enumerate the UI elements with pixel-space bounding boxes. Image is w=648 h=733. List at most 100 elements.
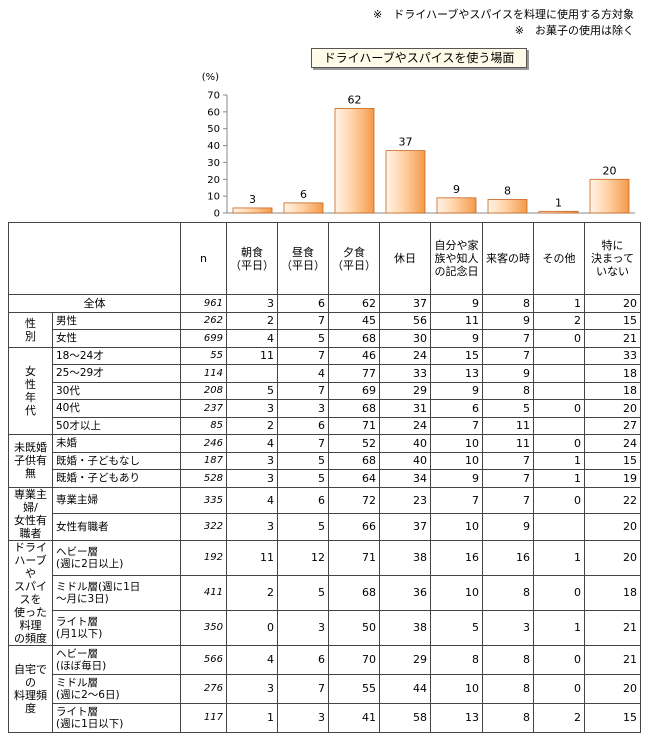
value-cell: 3 <box>226 673 278 704</box>
value-cell: 20 <box>584 513 641 541</box>
value-cell: 5 <box>430 609 483 646</box>
value-cell: 36 <box>379 574 431 611</box>
table-row: 性別男性 262 2 7 45 56 11 9 2 15 <box>8 311 641 348</box>
value-cell: 71 <box>328 416 380 435</box>
value-cell: 5 <box>226 381 278 400</box>
value-cell: 6 <box>277 416 329 435</box>
value-cell: 41 <box>328 702 380 733</box>
value-cell: 3 <box>277 609 329 646</box>
value-cell: 37 <box>379 513 431 541</box>
value-cell: 52 <box>328 434 380 453</box>
n-cell: 335 <box>180 486 227 514</box>
y-tick-label: 10 <box>207 192 220 203</box>
value-cell: 8 <box>482 574 534 611</box>
bar <box>538 210 579 214</box>
value-cell: 69 <box>328 381 380 400</box>
value-cell: 9 <box>430 294 483 313</box>
bar-value-label: 6 <box>300 188 307 201</box>
value-cell: 11 <box>482 434 534 453</box>
value-cell: 45 <box>328 311 380 330</box>
value-cell: 9 <box>430 469 483 488</box>
n-cell: 699 <box>180 329 227 348</box>
value-cell: 9 <box>482 513 534 541</box>
n-cell: 322 <box>180 513 227 541</box>
value-cell: 20 <box>584 399 641 418</box>
y-tick-label: 30 <box>207 158 220 169</box>
row-label: ライト層 (月1以下) <box>52 609 181 646</box>
value-cell: 10 <box>430 673 483 704</box>
y-unit-label: (%) <box>202 72 219 83</box>
value-cell: 29 <box>379 381 431 400</box>
value-cell: 58 <box>379 702 431 733</box>
table-row: 自宅での 料理頻度 ヘビー層 (ほぼ毎日) 566 4 6 70 29 8 8 0 21 <box>8 644 641 733</box>
header-cell: 休日 <box>379 222 431 295</box>
value-cell: 0 <box>226 609 278 646</box>
value-cell: 8 <box>482 673 534 704</box>
row-label: ヘビー層 (ほぼ毎日) <box>52 644 181 675</box>
value-cell: 22 <box>584 486 641 514</box>
table-row: ライト層 (週に1日以下) 117 1 3 41 58 13 8 2 15 <box>9 702 641 733</box>
value-cell: 0 <box>533 644 585 675</box>
value-cell: 16 <box>430 539 483 576</box>
value-cell: 72 <box>328 486 380 514</box>
table-row: 40代 237 3 3 68 31 6 5 0 20 <box>9 399 641 418</box>
value-cell: 66 <box>328 513 380 541</box>
value-cell: 9 <box>430 329 483 348</box>
n-cell: 237 <box>180 399 227 418</box>
value-cell: 46 <box>328 346 380 365</box>
value-cell: 1 <box>533 451 585 470</box>
row-label: 18～24才 <box>52 346 181 365</box>
value-cell <box>533 416 585 435</box>
value-cell: 13 <box>430 364 483 383</box>
value-cell: 0 <box>533 434 585 453</box>
value-cell: 20 <box>584 673 641 704</box>
value-cell: 33 <box>584 346 641 365</box>
value-cell: 33 <box>379 364 431 383</box>
value-cell: 2 <box>226 574 278 611</box>
value-cell: 3 <box>226 469 278 488</box>
value-cell: 7 <box>277 434 329 453</box>
value-cell: 11 <box>226 539 278 576</box>
value-cell: 21 <box>584 644 641 675</box>
group-label: 自宅での 料理頻度 <box>8 644 53 733</box>
group-label: 女性年代 <box>8 346 53 435</box>
n-cell: 528 <box>180 469 227 488</box>
value-cell: 44 <box>379 673 431 704</box>
y-tick-label: 50 <box>207 124 220 135</box>
value-cell: 8 <box>482 294 534 313</box>
y-tick-label: 40 <box>207 141 220 152</box>
value-cell: 20 <box>584 539 641 576</box>
value-cell <box>226 364 278 383</box>
value-cell: 3 <box>226 294 278 313</box>
table-header-row: n 朝食 （平日） 昼食 （平日） 夕食 （平日） 休日 自分や家 族や知人 の記念日 来客の時 その他… <box>8 222 641 295</box>
value-cell: 24 <box>379 416 431 435</box>
value-cell: 5 <box>482 399 534 418</box>
table-row: 未既婚 子供有無 未婚 246 4 7 52 40 10 11 0 24 <box>8 434 641 488</box>
y-tick-label: 0 <box>214 209 220 220</box>
table-row: 50才以上 85 2 6 71 24 7 11 27 <box>9 416 641 435</box>
bar-value-label: 9 <box>453 183 460 196</box>
value-cell: 9 <box>482 311 534 330</box>
value-cell: 1 <box>226 702 278 733</box>
bar <box>436 197 477 214</box>
value-cell: 3 <box>226 513 278 541</box>
value-cell: 8 <box>430 644 483 675</box>
value-cell: 15 <box>584 702 641 733</box>
header-cell: 昼食 （平日） <box>277 222 329 295</box>
value-cell: 5 <box>277 513 329 541</box>
value-cell: 6 <box>430 399 483 418</box>
value-cell: 10 <box>430 574 483 611</box>
table-row: ドライ ハーブや スパイスを 使った料理 の頻度 ヘビー層 (週に2日以上) 192 11 12 7… <box>8 539 641 646</box>
value-cell: 3 <box>226 399 278 418</box>
value-cell: 4 <box>226 329 278 348</box>
row-label: 40代 <box>52 399 181 418</box>
table-row: 専業主婦/女性有職者 専業主婦 335 4 6 72 23 7 7 0 22 <box>8 486 641 541</box>
note-exclusion: ※ お菓子の使用は除く <box>514 24 634 37</box>
value-cell: 68 <box>328 399 380 418</box>
value-cell: 2 <box>226 311 278 330</box>
row-label: 既婚・子どもなし <box>52 451 181 470</box>
value-cell: 13 <box>430 702 483 733</box>
value-cell: 2 <box>533 311 585 330</box>
value-cell: 5 <box>277 574 329 611</box>
n-cell: 192 <box>180 539 227 576</box>
